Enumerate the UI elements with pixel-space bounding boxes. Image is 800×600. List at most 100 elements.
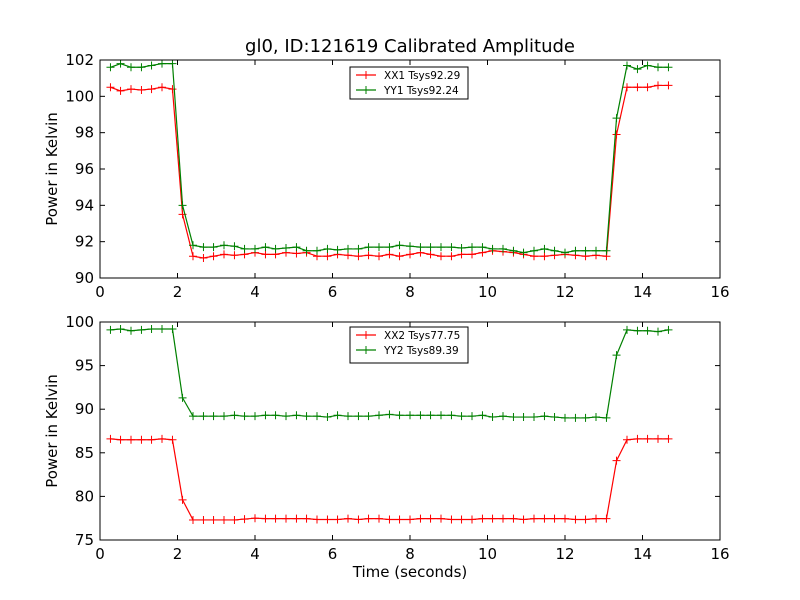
x-tick-label-2: 10 <box>478 545 497 563</box>
data-point-1-2-50 <box>623 61 631 70</box>
data-point-1-1-2 <box>127 85 135 94</box>
data-point-2-2-37 <box>488 413 497 422</box>
data-point-2-2-43 <box>550 413 559 422</box>
x-tick-label-1: 0 <box>95 283 105 301</box>
legend-marker-2-1 <box>362 331 370 339</box>
y-axis-label-bottom: Power in Kelvin <box>43 374 61 488</box>
data-point-2-1-3 <box>137 435 146 444</box>
data-point-2-2-28 <box>395 411 404 420</box>
data-point-2-2-5 <box>158 324 166 333</box>
y-axis-label-top: Power in Kelvin <box>43 112 61 226</box>
data-point-1-1-25 <box>364 251 373 260</box>
y-tick-label-1: 94 <box>75 196 94 214</box>
y-tick-label-1: 96 <box>75 160 94 178</box>
data-point-2-1-5 <box>158 434 166 443</box>
x-tick-label-2: 2 <box>173 545 183 563</box>
data-point-1-2-40 <box>519 248 528 257</box>
data-point-1-1-28 <box>395 252 404 261</box>
data-point-2-1-21 <box>323 515 332 524</box>
x-tick-label-1: 16 <box>710 283 729 301</box>
data-point-2-2-54 <box>664 325 673 334</box>
x-tick-label-1: 12 <box>555 283 574 301</box>
data-point-2-1-27 <box>385 515 394 524</box>
top-plot-area: 0 2 4 6 8 10 12 14 16 90 92 94 96 98 100 102 XX1 Tsys92.… <box>65 51 730 301</box>
data-point-2-1-13 <box>240 515 249 524</box>
data-point-1-2-33 <box>447 243 456 252</box>
y-tick-label-1: 92 <box>75 233 94 251</box>
data-point-2-2-21 <box>323 413 332 422</box>
data-point-1-2-46 <box>581 246 590 255</box>
bottom-plot-area: 0 2 4 6 8 10 12 14 16 75 80 85 90 95 100 XX2 Tsys77.75 Y… <box>65 313 730 563</box>
data-point-2-1-23 <box>344 514 352 523</box>
data-point-1-2-42 <box>540 244 549 253</box>
data-point-2-2-25 <box>364 412 373 421</box>
legend-box-1 <box>349 66 469 100</box>
x-tick-label-2: 14 <box>633 545 652 563</box>
y-tick-label-1: 102 <box>65 51 94 69</box>
legend-box-2 <box>349 326 469 364</box>
data-point-2-1-53 <box>654 434 662 443</box>
data-point-2-2-50 <box>623 325 631 334</box>
data-point-2-2-38 <box>499 412 507 421</box>
data-point-2-1-6 <box>168 435 177 444</box>
data-point-2-1-47 <box>592 514 600 523</box>
x-tick-label-1: 14 <box>633 283 652 301</box>
data-point-2-1-22 <box>333 515 342 524</box>
data-point-2-1-12 <box>230 515 239 524</box>
data-point-2-2-29 <box>406 411 414 420</box>
data-point-2-1-46 <box>581 515 590 524</box>
data-point-2-2-19 <box>302 412 311 421</box>
data-point-1-2-44 <box>561 248 569 257</box>
data-point-2-1-45 <box>571 515 580 524</box>
data-point-1-2-14 <box>251 244 259 253</box>
data-point-2-1-0 <box>106 434 115 443</box>
data-point-2-2-17 <box>282 412 290 421</box>
data-point-2-2-39 <box>509 413 518 422</box>
data-point-2-2-36 <box>478 411 487 420</box>
data-point-2-1-9 <box>199 515 208 524</box>
data-point-1-1-52 <box>643 83 652 92</box>
data-point-2-2-26 <box>375 411 383 420</box>
data-point-2-1-39 <box>509 514 518 523</box>
data-point-1-1-1 <box>116 86 125 95</box>
data-point-1-2-24 <box>354 244 363 253</box>
x-tick-label-2: 12 <box>555 545 574 563</box>
data-point-1-2-29 <box>406 242 414 251</box>
data-point-1-1-15 <box>261 250 270 259</box>
data-point-2-2-24 <box>354 412 363 421</box>
data-point-1-2-54 <box>664 63 673 72</box>
legend-marker-1-2 <box>362 86 370 94</box>
data-point-2-1-40 <box>519 515 528 524</box>
data-point-2-1-1 <box>116 435 125 444</box>
data-point-2-1-32 <box>437 514 445 523</box>
x-tick-label-2: 0 <box>95 545 105 563</box>
data-point-1-1-21 <box>323 252 332 261</box>
data-point-2-1-25 <box>364 514 373 523</box>
data-point-2-1-15 <box>261 514 270 523</box>
legend-1: XX1 Tsys92.29 YY1 Tsys92.24 <box>349 66 469 100</box>
data-point-2-1-7 <box>178 495 187 504</box>
data-point-2-1-10 <box>209 515 218 524</box>
data-point-1-2-11 <box>220 241 228 250</box>
data-point-2-1-29 <box>406 515 414 524</box>
data-point-1-2-53 <box>654 63 662 72</box>
data-point-1-2-13 <box>240 244 249 253</box>
data-point-1-2-6 <box>168 59 177 68</box>
data-point-2-2-45 <box>571 413 580 422</box>
x-tick-label-2: 6 <box>328 545 338 563</box>
data-point-1-2-0 <box>106 63 115 72</box>
data-point-1-2-25 <box>364 243 373 252</box>
data-point-2-2-13 <box>240 412 249 421</box>
data-point-1-1-51 <box>633 83 642 92</box>
data-point-1-1-42 <box>540 252 549 261</box>
x-tick-label-1: 4 <box>250 283 260 301</box>
data-point-2-2-22 <box>333 411 342 420</box>
data-point-1-1-0 <box>106 83 115 92</box>
data-point-2-1-17 <box>282 514 290 523</box>
data-point-2-1-37 <box>488 514 497 523</box>
data-point-2-2-47 <box>592 413 600 422</box>
y-tick-label-2: 90 <box>75 400 94 418</box>
data-point-1-2-20 <box>313 246 321 255</box>
